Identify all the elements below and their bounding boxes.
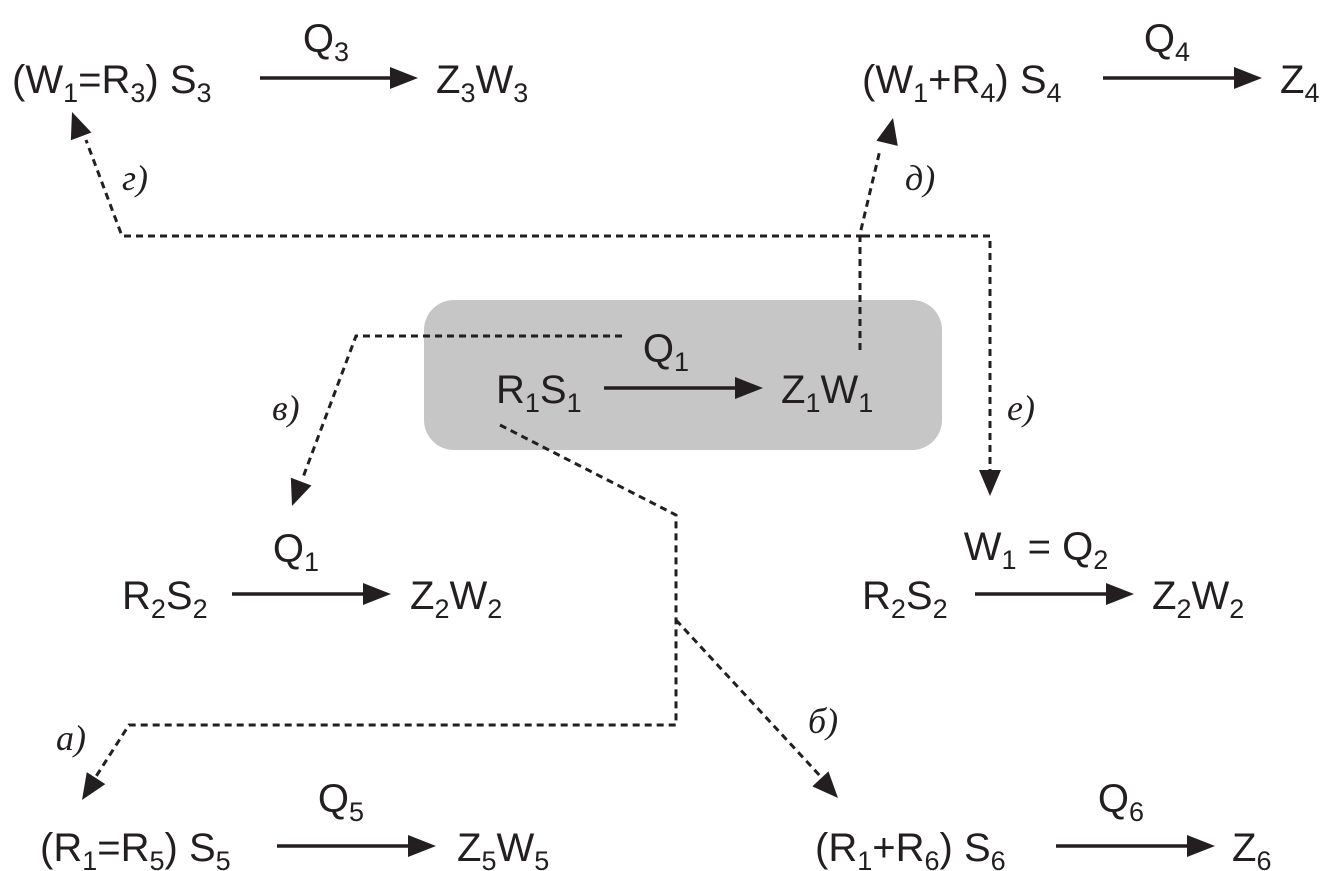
- label-b: б): [808, 701, 838, 741]
- connector-g: [84, 139, 863, 238]
- central-highlight-box: [424, 300, 942, 450]
- connector-v: [300, 334, 622, 481]
- reaction-e-right: Z2W2: [1152, 574, 1244, 624]
- arrow-b-head: [1187, 835, 1215, 857]
- reaction-g-left: (W1=R3) S3: [12, 58, 212, 108]
- reaction-v-left: R2S2: [122, 574, 208, 624]
- connector-b: [674, 618, 824, 780]
- arrow-d-head: [1234, 67, 1262, 89]
- connector-d: [858, 149, 882, 350]
- reaction-central-left: R1S1: [496, 368, 582, 418]
- reaction-a-right: Z5W5: [457, 826, 549, 871]
- reaction-v-over: Q1: [273, 527, 319, 577]
- reaction-d-over: Q4: [1144, 17, 1190, 67]
- reaction-a-over: Q5: [318, 777, 364, 827]
- reaction-central-right: Z1W1: [781, 368, 873, 418]
- reaction-v-right: Z2W2: [410, 574, 502, 624]
- connector-main: [93, 423, 678, 779]
- arrowhead-b: [812, 771, 838, 798]
- label-d: д): [905, 158, 935, 198]
- reaction-b-over: Q6: [1098, 777, 1144, 827]
- arrowhead-g: [70, 112, 92, 141]
- reaction-a-left: (R1=R5) S5: [40, 826, 231, 871]
- reaction-g-over: Q3: [303, 17, 349, 67]
- reaction-d-right: Z4: [1280, 58, 1319, 108]
- arrow-e-head: [1106, 583, 1134, 605]
- dashed-connectors: [84, 139, 992, 780]
- arrowhead-e: [979, 470, 1001, 496]
- label-g: г): [122, 158, 148, 198]
- label-a: а): [56, 718, 86, 758]
- arrow-g-head: [390, 67, 418, 89]
- reaction-arrows: [232, 67, 1262, 857]
- arrowhead-v: [290, 477, 312, 506]
- arrow-central-head: [735, 377, 763, 399]
- arrowhead-a: [82, 772, 106, 800]
- reaction-b-right: Z6: [1232, 826, 1271, 871]
- reaction-g-right: Z3W3: [436, 58, 528, 108]
- label-v: в): [272, 388, 300, 428]
- reaction-central-over: Q1: [643, 327, 689, 377]
- reaction-text: (W1=R3) S3 Q3 Z3W3 (W1+R4) S4 Q4 Z4 R1S1…: [12, 17, 1319, 871]
- dashed-arrowheads: [70, 112, 1001, 800]
- arrowhead-d: [876, 118, 898, 146]
- connector-e: [863, 234, 992, 470]
- reaction-d-left: (W1+R4) S4: [862, 58, 1062, 108]
- reaction-e-over: W1 = Q2: [964, 525, 1109, 575]
- arrow-v-head: [363, 583, 391, 605]
- label-e: е): [1007, 388, 1035, 428]
- arrow-a-head: [408, 835, 436, 857]
- reaction-e-left: R2S2: [862, 574, 948, 624]
- branch-labels: г) д) в) е) а) б): [56, 158, 1035, 758]
- reaction-b-left: (R1+R6) S6: [815, 826, 1006, 871]
